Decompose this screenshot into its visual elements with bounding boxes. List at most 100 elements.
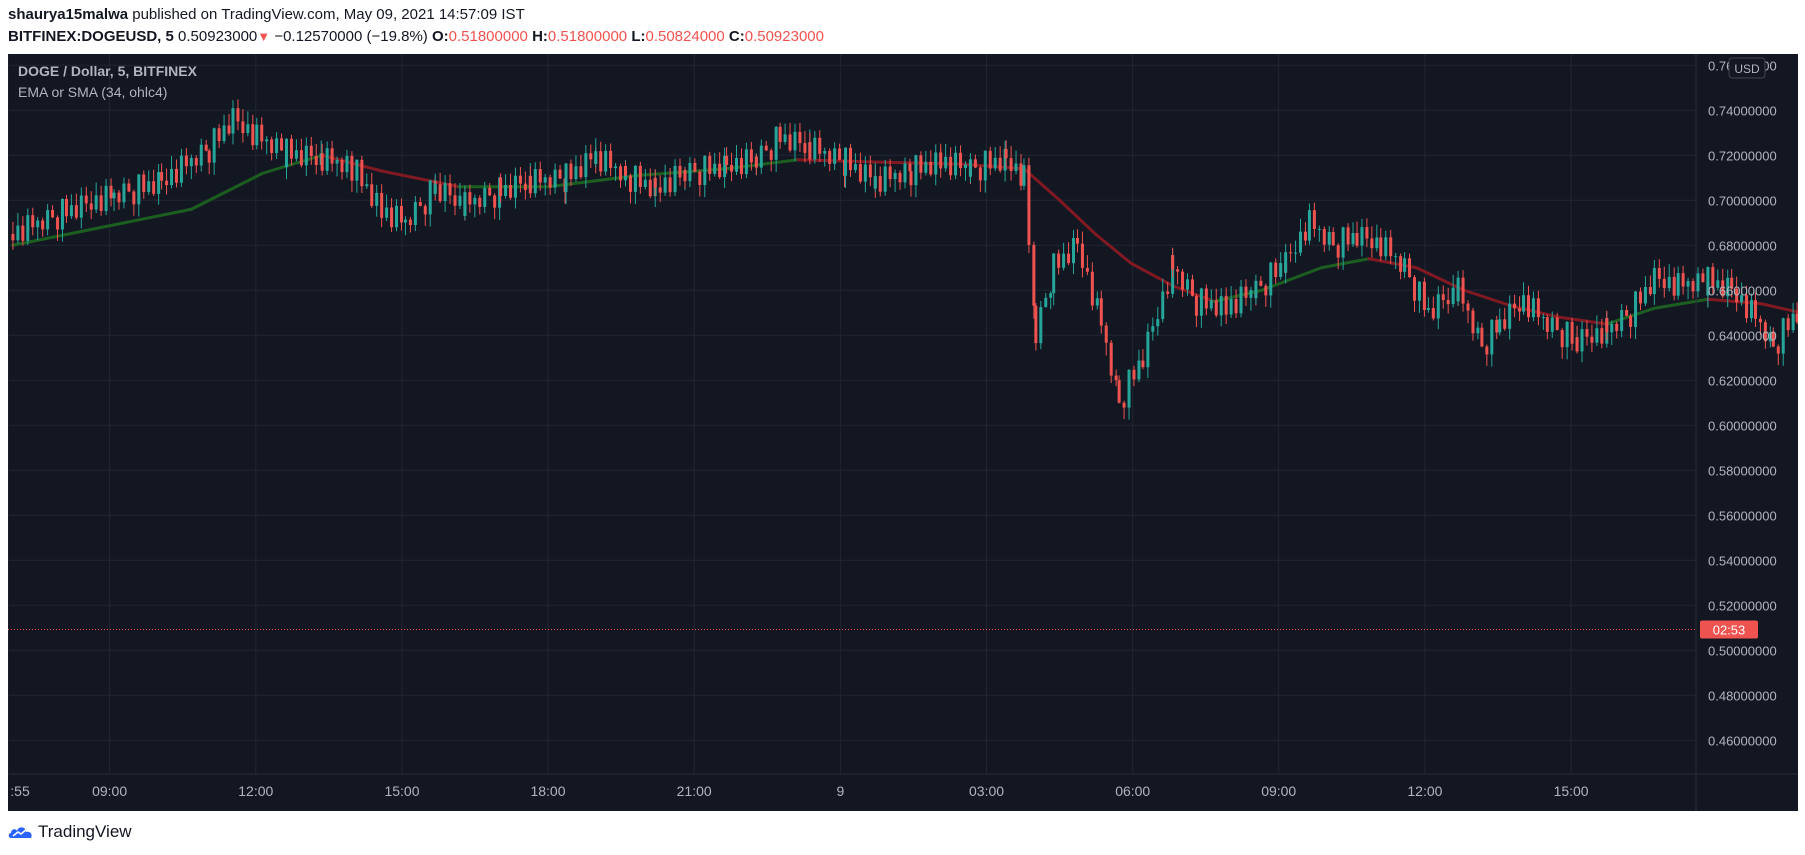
candle (16, 212, 20, 244)
publisher-name[interactable]: shaurya15malwa (8, 6, 129, 23)
candle-body (1706, 267, 1710, 296)
candle-body (798, 131, 802, 144)
candle (1625, 305, 1629, 317)
candle-body (533, 169, 537, 194)
candle (798, 123, 802, 152)
candle (643, 168, 647, 190)
candle (1696, 267, 1700, 298)
time-tick-label: 06:00 (1115, 783, 1150, 799)
candle (883, 159, 887, 196)
candle-body (1355, 233, 1359, 246)
candle-body (1375, 237, 1379, 249)
candle (289, 134, 293, 166)
candle-body (1634, 291, 1638, 327)
candle (778, 122, 782, 149)
candle (1575, 325, 1579, 354)
candle-body (1610, 323, 1614, 333)
candle (1676, 266, 1680, 300)
candle (320, 143, 324, 176)
candle (1346, 223, 1350, 252)
candle-body (1726, 277, 1730, 297)
candle-body (1039, 307, 1043, 344)
candle-body (993, 157, 997, 169)
candle-body (873, 175, 877, 189)
currency-badge[interactable] (1728, 57, 1766, 79)
candle-body (1146, 331, 1150, 368)
candle-body (954, 152, 958, 176)
candle-body (443, 183, 447, 202)
candle (730, 152, 734, 182)
candle (1027, 157, 1031, 254)
candle-body (1600, 328, 1604, 344)
chart-area[interactable]: 0.46000000 0.48000000 0.50000000 0.52000000… (8, 54, 1798, 811)
time-axis[interactable]: :55 09:00 12:00 15:00 18:00 21:00 9 03:00 06:00 0… (10, 783, 1589, 799)
candle-body (1555, 317, 1559, 330)
candle (236, 99, 240, 131)
candle-body (1461, 277, 1465, 304)
candle-body (275, 138, 279, 153)
candle-body (1229, 298, 1233, 315)
candle (1019, 153, 1023, 191)
price-axis[interactable]: 0.46000000 0.48000000 0.50000000 0.52000000… (1708, 58, 1777, 748)
candle-body (488, 187, 492, 196)
candle-body (194, 158, 198, 166)
candle-body (1786, 318, 1790, 331)
candle-body (1204, 288, 1208, 309)
candle (823, 147, 827, 167)
brand[interactable]: TradingView (8, 822, 132, 842)
candle-body (499, 177, 503, 196)
candle (1545, 314, 1549, 340)
candle (1090, 262, 1094, 311)
candle-body (207, 150, 211, 163)
time-tick-label: 15:00 (384, 783, 419, 799)
candle (735, 145, 739, 176)
candle (1745, 285, 1749, 323)
candle-body (793, 131, 797, 151)
candle-body (1351, 233, 1355, 245)
time-tick-label: 12:00 (1407, 783, 1442, 799)
candle (693, 158, 697, 173)
candle-body (1625, 310, 1629, 316)
candle-body (663, 177, 667, 193)
open-label: O: (431, 28, 449, 45)
candle (463, 185, 467, 220)
candle (673, 159, 677, 197)
candle (1254, 274, 1258, 305)
candle-body (395, 205, 399, 228)
time-tick-label: 15:00 (1554, 783, 1589, 799)
candle (160, 163, 164, 190)
candle-body (1652, 267, 1656, 295)
candle-body (1336, 245, 1340, 258)
candle (157, 163, 161, 205)
candle (698, 169, 702, 197)
candle (759, 139, 763, 174)
candle-body (1365, 227, 1369, 239)
candle (69, 194, 73, 219)
legend-indicator[interactable]: EMA or SMA (34, ohlc4) (18, 84, 167, 100)
candle-body (749, 149, 753, 163)
candle (929, 150, 933, 177)
candle (1312, 202, 1316, 238)
candle (241, 109, 245, 143)
candle (939, 148, 943, 178)
candle (934, 144, 938, 186)
candle-body (903, 163, 907, 183)
candle (749, 141, 753, 171)
candle-body (255, 124, 259, 146)
ema-segment (1319, 257, 1371, 270)
candle-body (1127, 369, 1131, 408)
candle-body (280, 138, 284, 151)
legend-title[interactable]: DOGE / Dollar, 5, BITFINEX (18, 63, 198, 79)
candle (1560, 327, 1564, 359)
candle-body (1234, 298, 1238, 314)
candle (1403, 252, 1407, 278)
candle (1686, 277, 1690, 300)
candle-body (289, 138, 293, 159)
candle-body (21, 225, 25, 241)
candle (438, 172, 442, 204)
candle-body (624, 166, 628, 176)
candle-body (509, 185, 513, 198)
candle-body (569, 163, 573, 180)
candle-body (11, 234, 15, 241)
candle (251, 114, 255, 150)
